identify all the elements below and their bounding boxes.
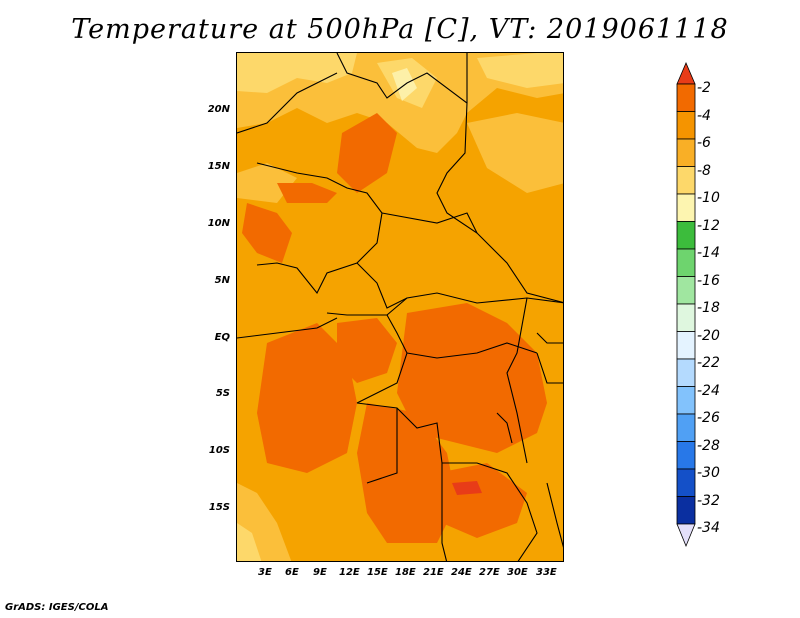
colorbar-segment xyxy=(676,358,696,387)
lat-label-20n: 20N xyxy=(207,104,230,115)
colorbar-segment xyxy=(676,83,696,112)
colorbar-segment xyxy=(676,248,696,277)
lat-label-10s: 10S xyxy=(208,445,230,456)
lon-label-27e: 27E xyxy=(479,567,500,578)
colorbar-segment xyxy=(676,193,696,222)
lon-label-18e: 18E xyxy=(395,567,416,578)
lon-label-21e: 21E xyxy=(423,567,444,578)
colorbar xyxy=(676,62,696,548)
colorbar-label-m22: -22 xyxy=(697,355,720,371)
lon-label-6e: 6E xyxy=(285,567,299,578)
colorbar-label-m6: -6 xyxy=(697,135,711,151)
colorbar-label-m14: -14 xyxy=(697,245,720,261)
colorbar-label-m8: -8 xyxy=(697,163,711,179)
colorbar-label-m12: -12 xyxy=(697,218,720,234)
colorbar-segment xyxy=(676,303,696,332)
colorbar-label-m30: -30 xyxy=(697,465,720,481)
colorbar-segment xyxy=(676,413,696,442)
lon-label-33e: 33E xyxy=(536,567,557,578)
colorbar-label-m18: -18 xyxy=(697,300,720,316)
lat-label-15n: 15N xyxy=(207,161,230,172)
colorbar-label-m4: -4 xyxy=(697,108,711,124)
colorbar-label-m26: -26 xyxy=(697,410,720,426)
colorbar-label-m28: -28 xyxy=(697,438,720,454)
temperature-field xyxy=(237,53,563,561)
colorbar-segment xyxy=(676,138,696,167)
colorbar-label-m34: -34 xyxy=(697,520,720,536)
colorbar-over-triangle xyxy=(676,62,696,85)
colorbar-label-m24: -24 xyxy=(697,383,720,399)
colorbar-label-m20: -20 xyxy=(697,328,720,344)
lon-label-9e: 9E xyxy=(313,567,327,578)
colorbar-under-triangle xyxy=(676,523,696,548)
colorbar-segment xyxy=(676,221,696,250)
lat-label-eq: EQ xyxy=(214,332,230,343)
colorbar-label-m16: -16 xyxy=(697,273,720,289)
lon-label-12e: 12E xyxy=(339,567,360,578)
map-title: Temperature at 500hPa [C], VT: 201906111… xyxy=(71,14,729,45)
colorbar-segment xyxy=(676,276,696,305)
map-plot-area xyxy=(236,52,564,562)
colorbar-label-m10: -10 xyxy=(697,190,720,206)
colorbar-segment xyxy=(676,331,696,360)
lon-label-3e: 3E xyxy=(258,567,272,578)
colorbar-segment xyxy=(676,441,696,470)
colorbar-segment xyxy=(676,166,696,195)
lon-label-15e: 15E xyxy=(367,567,388,578)
lat-label-10n: 10N xyxy=(207,218,230,229)
lat-label-5n: 5N xyxy=(214,275,230,286)
colorbar-segment xyxy=(676,496,696,525)
colorbar-label-m32: -32 xyxy=(697,493,720,509)
colorbar-label-m2: -2 xyxy=(697,80,711,96)
colorbar-segment xyxy=(676,386,696,415)
lon-label-24e: 24E xyxy=(451,567,472,578)
colorbar-segment xyxy=(676,111,696,140)
lat-label-5s: 5S xyxy=(215,388,230,399)
lat-label-15s: 15S xyxy=(208,502,230,513)
lon-label-30e: 30E xyxy=(507,567,528,578)
colorbar-segment xyxy=(676,468,696,497)
credit-text: GrADS: IGES/COLA xyxy=(5,602,109,613)
